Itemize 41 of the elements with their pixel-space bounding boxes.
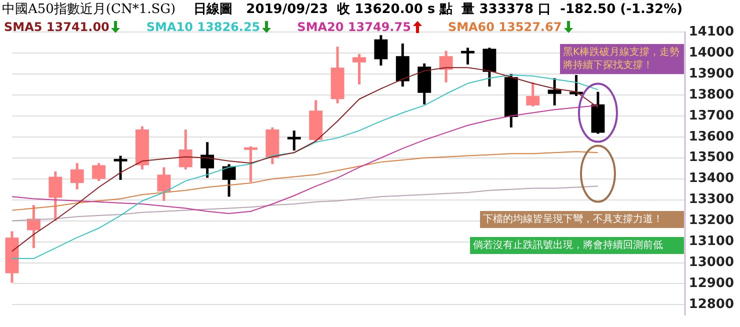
text: SMA5 13741.00 <box>4 20 110 34</box>
candlestick <box>461 46 474 66</box>
y-tick-label: 12800 <box>688 297 734 312</box>
chart-title: 中國A50指數近月(CN*1.SG) <box>2 1 176 18</box>
candlestick <box>548 76 562 107</box>
candlestick <box>70 162 84 191</box>
annotation: 黑K棒跌破月線支撐，走勢將持續下探找支撐！ <box>560 44 684 74</box>
chart-subtitle: 日線圖 2019/09/23 收 13620.00 s 點 量 333378 口 -182.50 (-1.32%) <box>194 1 683 18</box>
y-tick-label: 13700 <box>688 108 734 124</box>
y-tick-label: 14100 <box>688 24 734 40</box>
annotation: 下檔的均線皆呈現下彎，不具支撐力道！ <box>480 211 684 228</box>
text: SMA60 13527.67 <box>448 20 562 34</box>
y-tick-label: 13100 <box>688 234 734 250</box>
candlestick <box>26 204 40 250</box>
candlestick <box>482 46 496 88</box>
y-tick-label: 13000 <box>688 255 734 270</box>
candlestick <box>352 52 366 86</box>
candlestick <box>287 129 301 152</box>
candlestick <box>222 162 236 198</box>
candlestick <box>244 145 258 184</box>
annotation: 倘若沒有止跌訊號出現，將會持續回測前低 <box>470 237 684 254</box>
y-tick-label: 13200 <box>688 213 734 228</box>
candlestick <box>439 50 453 84</box>
candlestick <box>178 128 192 171</box>
candlestick <box>157 166 171 202</box>
text: SMA20 13749.75 <box>297 20 411 34</box>
y-tick-label: 13900 <box>688 66 734 82</box>
y-tick-label: 13600 <box>688 129 734 144</box>
candlestick <box>92 162 106 182</box>
y-tick-label: 12900 <box>688 276 734 292</box>
candlestick <box>48 170 62 222</box>
y-tick-label: 14000 <box>688 45 734 60</box>
candlestick <box>200 140 214 180</box>
y-tick-label: 13800 <box>688 87 734 102</box>
candlestick <box>526 81 540 108</box>
candlestick <box>374 34 388 67</box>
y-tick-label: 13500 <box>688 150 734 166</box>
y-tick-label: 13300 <box>688 192 734 208</box>
text: SMA10 13826.25 <box>146 20 260 34</box>
y-tick-label: 13400 <box>688 171 734 186</box>
candlestick <box>114 154 128 182</box>
